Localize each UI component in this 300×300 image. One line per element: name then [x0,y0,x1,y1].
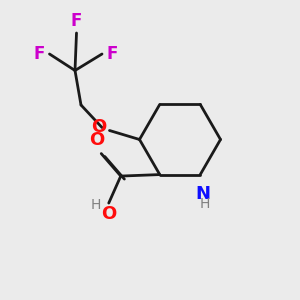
Text: F: F [71,12,82,30]
Text: F: F [106,45,118,63]
Text: H: H [200,197,210,211]
Text: N: N [196,185,211,203]
Text: O: O [91,118,106,136]
Text: O: O [101,205,116,223]
Text: F: F [34,45,45,63]
Text: O: O [89,131,104,149]
Text: H: H [91,198,101,212]
